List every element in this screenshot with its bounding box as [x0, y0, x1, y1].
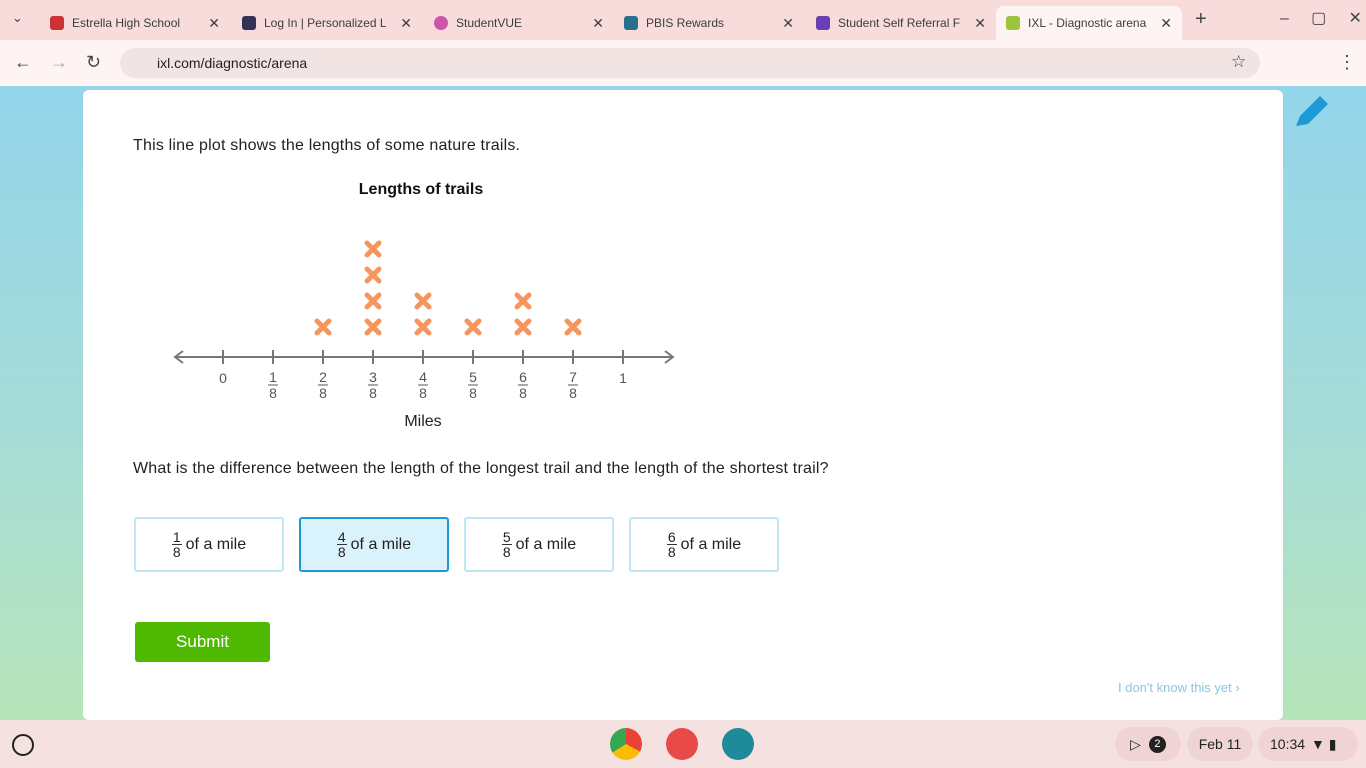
choice-text: of a mile: [350, 535, 412, 553]
status-area[interactable]: 10:34 ▼ ▮: [1258, 727, 1358, 761]
x-tick-denominator: 8: [319, 385, 327, 401]
x-mark: [364, 318, 382, 336]
choice-text: of a mile: [515, 535, 577, 553]
x-mark: [364, 240, 382, 258]
reload-button[interactable]: ↻: [86, 52, 102, 72]
question: What is the difference between the lengt…: [133, 460, 829, 477]
tab[interactable]: StudentVUE ✕: [424, 6, 614, 40]
submit-button[interactable]: Submit: [135, 622, 270, 662]
canvas-app[interactable]: [666, 728, 698, 760]
choice-text: of a mile: [680, 535, 742, 553]
tab[interactable]: Student Self Referral F ✕: [806, 6, 996, 40]
answer-choice[interactable]: 5 8 of a mile: [464, 517, 614, 572]
x-tick-denominator: 8: [569, 385, 577, 401]
window-controls[interactable]: – ▢ ✕: [1280, 10, 1362, 27]
date[interactable]: Feb 11: [1187, 727, 1253, 761]
time: 10:34: [1270, 736, 1306, 752]
tab[interactable]: Log In | Personalized L ✕: [232, 6, 422, 40]
x-mark: [564, 318, 582, 336]
x-tick-numerator: 6: [519, 369, 527, 385]
tab-active[interactable]: IXL - Diagnostic arena ✕: [996, 6, 1182, 40]
forward-button[interactable]: →: [50, 52, 68, 72]
x-tick-denominator: 8: [469, 385, 477, 401]
question-card: [83, 90, 1283, 720]
x-mark: [414, 292, 432, 310]
notifications[interactable]: ▷ 2: [1115, 727, 1181, 761]
x-tick-denominator: 8: [419, 385, 427, 401]
tab-strip: ⌄ Estrella High School ✕ Log In | Persona…: [0, 0, 1366, 40]
prompt: This line plot shows the lengths of some…: [133, 137, 521, 154]
x-tick-numerator: 1: [269, 369, 277, 385]
launcher[interactable]: [12, 734, 34, 756]
tab-title: PBIS Rewards: [646, 16, 725, 30]
skip-link[interactable]: I don't know this yet ›: [1118, 680, 1240, 695]
x-tick-label: 1: [619, 370, 627, 386]
tab-title: Estrella High School: [72, 16, 181, 30]
x-tick-numerator: 2: [319, 369, 327, 385]
x-mark: [414, 318, 432, 336]
x-axis-label: Miles: [404, 413, 441, 430]
denominator: 8: [337, 544, 346, 560]
choice-text: of a mile: [185, 535, 247, 553]
numerator: 1: [171, 529, 182, 545]
tab-search[interactable]: ⌄: [12, 10, 23, 25]
x-tick-numerator: 5: [469, 369, 477, 385]
x-tick-numerator: 7: [569, 369, 577, 385]
answer-choice[interactable]: 4 8 of a mile: [299, 517, 449, 572]
tab[interactable]: Estrella High School ✕: [40, 6, 230, 40]
x-tick-label: 0: [219, 370, 227, 386]
x-mark: [514, 318, 532, 336]
tab-title: StudentVUE: [456, 16, 523, 30]
denominator: 8: [502, 544, 511, 560]
tab-title: Log In | Personalized L: [264, 16, 387, 30]
x-mark: [364, 292, 382, 310]
pencil-icon[interactable]: [1292, 92, 1332, 132]
bookmark-star[interactable]: ☆: [1231, 52, 1247, 71]
x-mark: [314, 318, 332, 336]
x-mark: [464, 318, 482, 336]
tab[interactable]: PBIS Rewards ✕: [614, 6, 804, 40]
x-tick-denominator: 8: [369, 385, 377, 401]
menu-button[interactable]: ⋮: [1338, 52, 1356, 72]
x-tick-denominator: 8: [519, 385, 527, 401]
tab-title: IXL - Diagnostic arena: [1028, 16, 1147, 30]
new-tab[interactable]: +: [1195, 8, 1207, 30]
x-mark: [514, 292, 532, 310]
answer-choice[interactable]: 6 8 of a mile: [629, 517, 779, 572]
denominator: 8: [667, 544, 676, 560]
numerator: 6: [666, 529, 677, 545]
chrome-app[interactable]: [610, 728, 642, 760]
notification-count: 2: [1148, 735, 1166, 753]
back-button[interactable]: ←: [14, 52, 32, 72]
answer-choice[interactable]: 1 8 of a mile: [134, 517, 284, 572]
chart-title: Lengths of trails: [359, 181, 484, 198]
address-bar[interactable]: ixl.com/diagnostic/arena: [120, 48, 1260, 78]
tab-title: Student Self Referral F: [838, 16, 961, 30]
numerator: 5: [501, 529, 512, 545]
x-tick-denominator: 8: [269, 385, 277, 401]
x-tick-numerator: 4: [419, 369, 427, 385]
denominator: 8: [172, 544, 181, 560]
x-tick-numerator: 3: [369, 369, 377, 385]
numerator: 4: [336, 529, 347, 545]
classroom-app[interactable]: [722, 728, 754, 760]
x-mark: [364, 266, 382, 284]
